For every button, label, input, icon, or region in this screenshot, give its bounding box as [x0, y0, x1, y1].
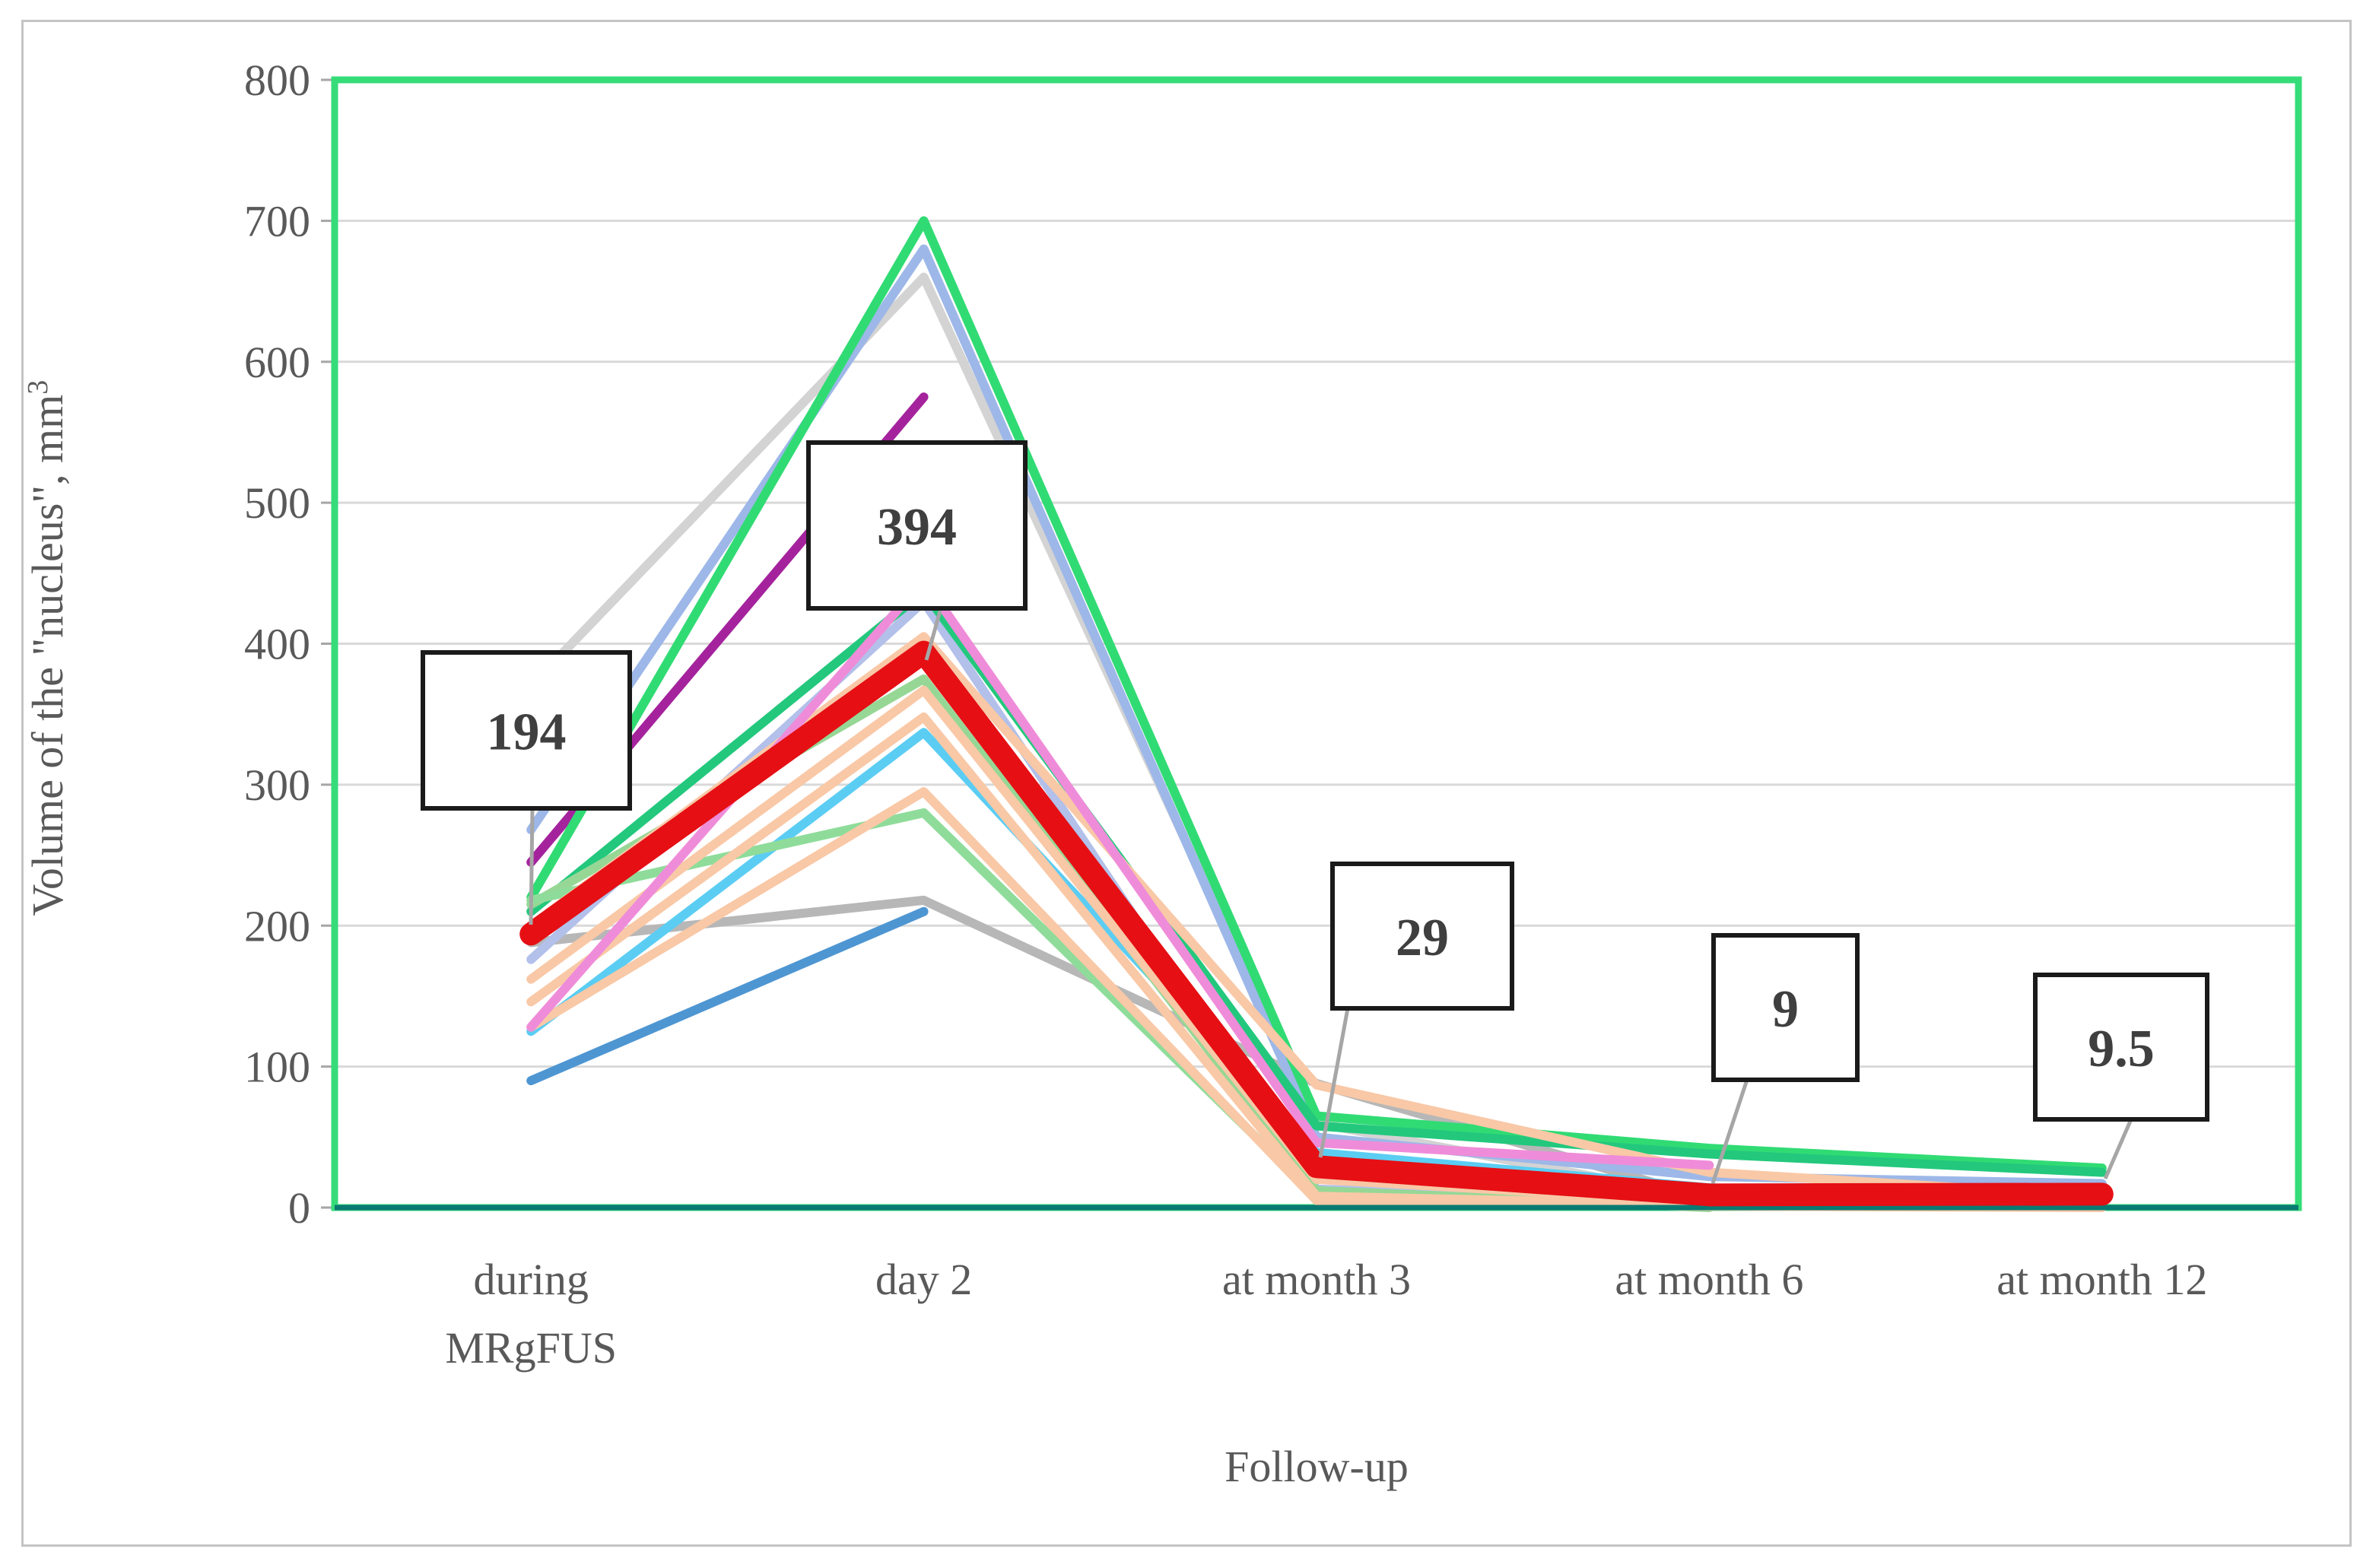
x-tick-label: at month 3 [1222, 1255, 1411, 1304]
data-label-box [2033, 973, 2209, 1122]
y-tick-label: 500 [244, 478, 310, 528]
y-axis-title-sup: 3 [21, 379, 54, 395]
data-label-leader [529, 808, 535, 925]
data-label-box [806, 440, 1028, 611]
y-tick-label: 400 [244, 620, 310, 669]
y-tick-label: 100 [244, 1043, 310, 1092]
x-tick-label: during [473, 1255, 588, 1304]
data-label-value: 29 [1396, 909, 1449, 967]
series-median [519, 640, 2114, 1207]
x-tick-label: at month 12 [1996, 1255, 2207, 1304]
data-label-box [421, 650, 632, 811]
series-patient-steelblue [526, 906, 929, 1086]
series-patient-emerald [526, 586, 2107, 1177]
x-tick-label: day 2 [875, 1255, 972, 1304]
figure-border [21, 20, 2352, 1547]
x-axis-title: Follow-up [1225, 1442, 1409, 1491]
data-label-value: 9.5 [2088, 1020, 2155, 1078]
y-tick-label: 300 [244, 760, 310, 810]
data-label-leader [1711, 1079, 1749, 1184]
data-label-value: 194 [487, 703, 567, 762]
data-label-leader [2103, 1119, 2133, 1179]
data-label-box [1330, 862, 1514, 1011]
y-tick-label: 200 [244, 901, 310, 951]
series-patient-springgreen [526, 216, 2107, 1173]
y-tick-label: 800 [244, 56, 310, 105]
data-label-value: 394 [877, 498, 957, 557]
x-tick-label: at month 6 [1615, 1255, 1803, 1304]
data-label-leader [924, 608, 943, 661]
data-label-leader [1318, 1008, 1350, 1158]
data-label-value: 9 [1772, 980, 1799, 1039]
y-tick-label: 600 [244, 338, 310, 387]
data-label-box [1711, 933, 1860, 1082]
y-axis-title: Volume of the "nucleus", mm3 [21, 359, 73, 937]
x-tick-label: MRgFUS [445, 1323, 617, 1373]
y-axis-title-text: Volume of the "nucleus", mm [23, 394, 73, 916]
y-tick-label: 700 [244, 196, 310, 246]
y-tick-label: 0 [288, 1183, 310, 1233]
